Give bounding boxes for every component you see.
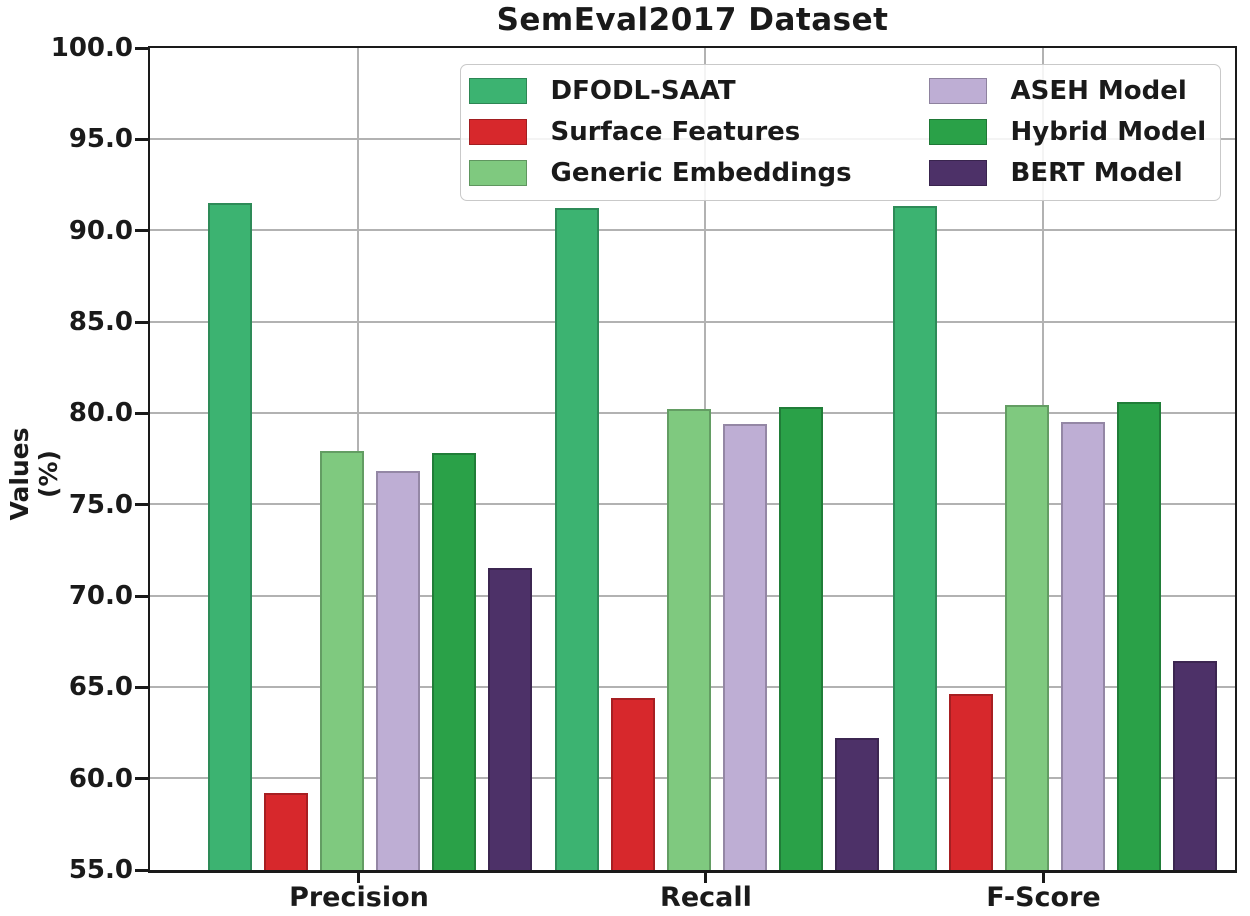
legend-label: Hybrid Model: [1010, 117, 1207, 147]
legend-swatch: [468, 78, 527, 104]
bar-dfodl-saat: [208, 202, 253, 870]
legend-label: Generic Embeddings: [550, 158, 852, 188]
legend-entry: Generic Embeddings: [468, 155, 929, 192]
y-tick-mark: [135, 777, 148, 781]
bar-bert-model: [488, 567, 533, 870]
bar-dfodl-saat: [555, 208, 600, 870]
legend-swatch: [928, 78, 987, 104]
y-tick-mark: [135, 594, 148, 598]
bar-bert-model: [835, 737, 880, 870]
y-tick-mark: [135, 229, 148, 233]
x-tick-mark: [704, 872, 708, 883]
bar-surface-features: [264, 792, 309, 870]
legend-entry: DFODL-SAAT: [468, 73, 929, 110]
bar-group-precision: [208, 48, 533, 870]
bar-generic-embeddings: [320, 451, 365, 870]
legend: DFODL-SAAT Surface Features Generic Embedd…: [459, 63, 1221, 201]
x-tick-label: Precision: [289, 882, 429, 913]
y-tick-mark: [135, 137, 148, 141]
y-tick-mark: [135, 411, 148, 415]
y-tick-label: 55.0: [68, 855, 133, 885]
legend-column: DFODL-SAAT Surface Features Generic Embedd…: [468, 73, 929, 192]
y-tick-mark: [135, 685, 148, 689]
bar-hybrid-model: [1116, 401, 1161, 870]
bar-aseh-model: [376, 471, 421, 870]
legend-swatch: [928, 119, 987, 145]
legend-label: DFODL-SAAT: [550, 76, 736, 106]
legend-entry: Hybrid Model: [928, 114, 1220, 151]
bar-aseh-model: [723, 423, 768, 870]
y-tick-label: 80.0: [68, 398, 133, 429]
bar-generic-embeddings: [1004, 405, 1049, 870]
x-tick-label: F-Score: [986, 882, 1101, 913]
legend-label: ASEH Model: [1010, 76, 1187, 106]
y-tick-label: 60.0: [68, 763, 133, 794]
bar-group-recall: [555, 48, 880, 870]
legend-swatch: [468, 119, 527, 145]
bar-dfodl-saat: [892, 206, 937, 870]
plot-area: DFODL-SAAT Surface Features Generic Embedd…: [147, 45, 1237, 873]
legend-entry: ASEH Model: [928, 73, 1220, 110]
bar-group-f-score: [892, 48, 1217, 870]
legend-entry: BERT Model: [928, 155, 1220, 192]
bar-surface-features: [611, 697, 656, 870]
x-tick-label: Recall: [660, 882, 752, 913]
bar-hybrid-model: [779, 407, 824, 870]
bar-generic-embeddings: [667, 409, 712, 870]
y-tick-label: 100.0: [50, 33, 133, 63]
legend-label: BERT Model: [1010, 158, 1183, 188]
y-tick-label: 65.0: [68, 672, 133, 703]
y-tick-label: 90.0: [68, 215, 133, 246]
y-tick-label: 75.0: [68, 489, 133, 520]
y-tick-label: 85.0: [68, 307, 133, 337]
y-tick-mark: [135, 503, 148, 507]
chart-title: SemEval2017 Dataset: [496, 2, 889, 38]
y-tick-mark: [135, 320, 148, 324]
bar-aseh-model: [1060, 421, 1105, 870]
legend-label: Surface Features: [550, 117, 801, 147]
y-tick-label: 70.0: [68, 581, 133, 611]
gridline-horizontal: [149, 320, 1235, 323]
legend-swatch: [468, 160, 527, 186]
y-tick-label: 95.0: [68, 124, 133, 155]
legend-entry: Surface Features: [468, 114, 929, 151]
legend-swatch: [928, 160, 987, 186]
gridline-horizontal: [149, 229, 1235, 232]
bar-hybrid-model: [432, 452, 477, 870]
y-tick-mark: [135, 868, 148, 872]
bar-bert-model: [1172, 661, 1217, 870]
legend-column: ASEH Model Hybrid Model BERT Model: [928, 73, 1220, 192]
bar-surface-features: [948, 693, 993, 870]
x-tick-mark: [357, 872, 361, 883]
y-tick-mark: [135, 46, 148, 50]
x-tick-mark: [1041, 872, 1045, 883]
